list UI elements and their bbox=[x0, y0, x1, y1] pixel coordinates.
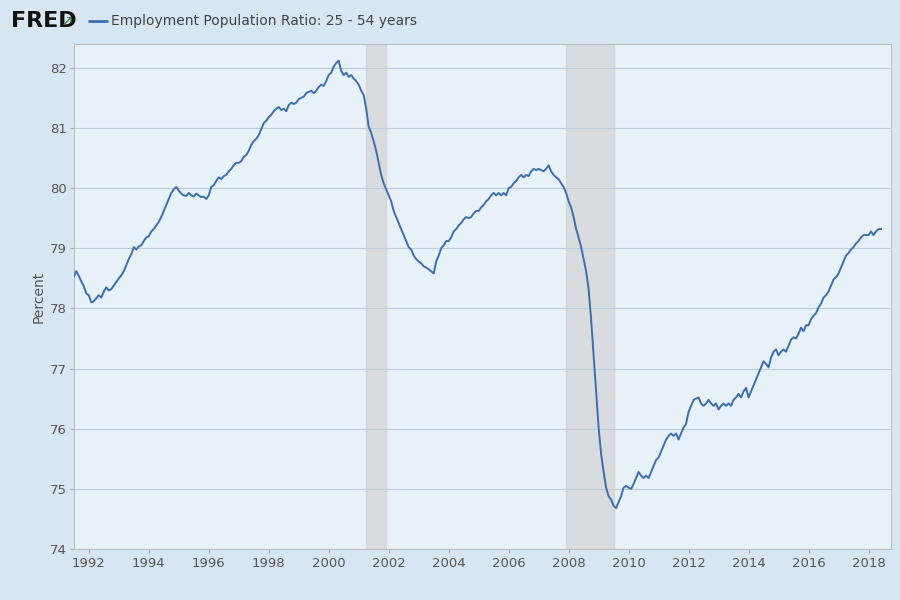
Text: FRED: FRED bbox=[11, 11, 76, 31]
Text: Employment Population Ratio: 25 - 54 years: Employment Population Ratio: 25 - 54 yea… bbox=[111, 14, 417, 28]
Bar bbox=[566, 44, 614, 549]
Text: ↗: ↗ bbox=[61, 14, 74, 29]
Y-axis label: Percent: Percent bbox=[32, 270, 46, 323]
Bar bbox=[366, 44, 386, 549]
